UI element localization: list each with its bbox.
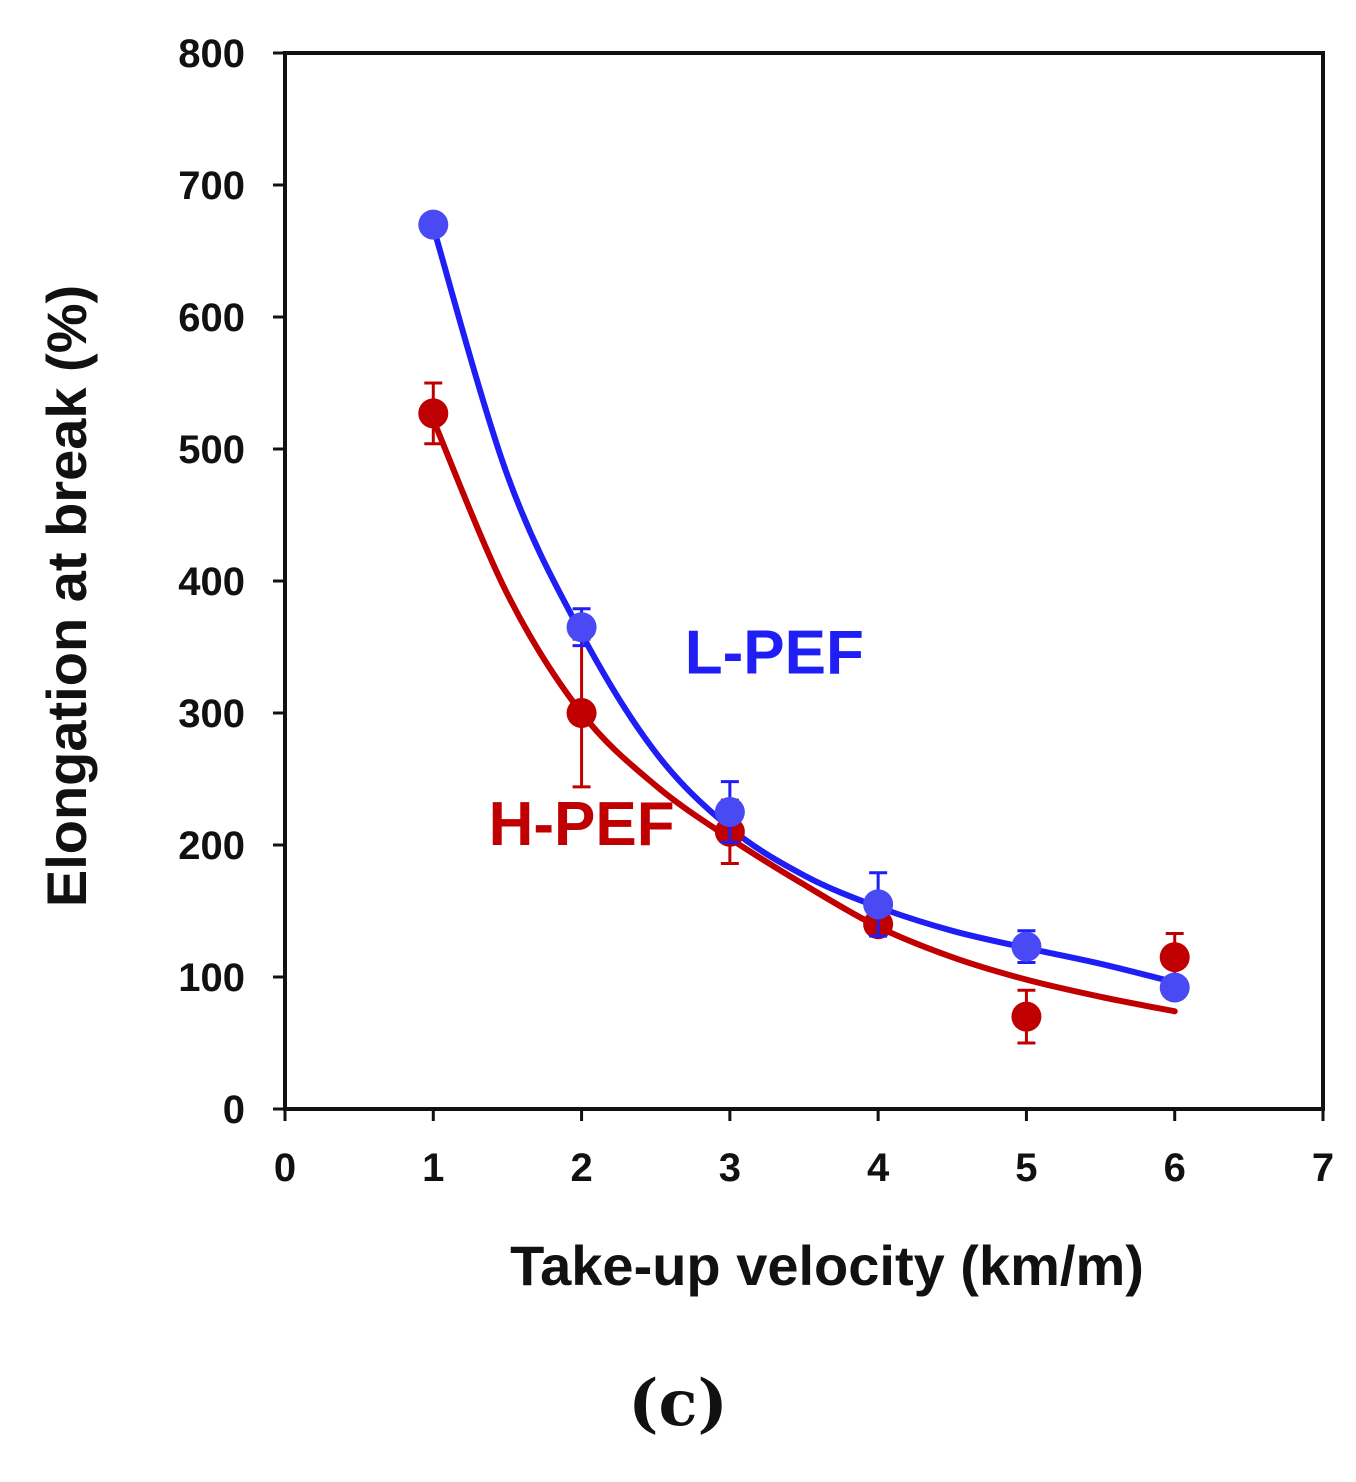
x-tick-label: 5 bbox=[1015, 1146, 1037, 1190]
h-pef-data-point bbox=[418, 398, 449, 429]
y-axis-title: Elongation at break (%) bbox=[35, 285, 98, 907]
x-tick-label: 3 bbox=[719, 1146, 741, 1190]
l-pef-data-point bbox=[863, 889, 894, 920]
h-pef-series-label: H-PEF bbox=[489, 790, 675, 859]
l-pef-data-point bbox=[1011, 931, 1042, 962]
y-tick-label: 700 bbox=[178, 164, 245, 208]
l-pef-data-point bbox=[566, 612, 597, 643]
l-pef-data-point bbox=[1159, 972, 1190, 1003]
x-tick-label: 7 bbox=[1312, 1146, 1334, 1190]
h-pef-data-point bbox=[566, 698, 597, 728]
panel-label: (c) bbox=[628, 1366, 728, 1441]
y-tick-label: 300 bbox=[178, 692, 245, 736]
l-pef-series-label: L-PEF bbox=[685, 618, 864, 687]
y-tick-label: 400 bbox=[178, 560, 245, 604]
data-points bbox=[418, 209, 1190, 1045]
x-tick-label: 1 bbox=[422, 1146, 444, 1190]
x-axis-title: Take-up velocity (km/m) bbox=[510, 1234, 1144, 1297]
h-pef-data-point bbox=[1159, 942, 1190, 973]
h-pef-fit-curve bbox=[430, 416, 1178, 1015]
y-tick-label: 800 bbox=[178, 32, 245, 76]
y-tick-label: 500 bbox=[178, 428, 245, 472]
x-tick-label: 4 bbox=[867, 1146, 890, 1190]
elongation-chart: 0 100 200 300 400 500 600 700 800 0 1 2 3 4 5 6 7 L-PEF H… bbox=[35, 32, 1334, 1297]
y-tick-label: 0 bbox=[223, 1088, 245, 1132]
axes-layer: 0 100 200 300 400 500 600 700 800 0 1 2 3 4 5 6 7 bbox=[178, 32, 1334, 1190]
y-tick-label: 200 bbox=[178, 824, 245, 868]
l-pef-data-point bbox=[418, 209, 449, 240]
l-pef-fit-curve bbox=[430, 224, 1178, 986]
x-tick-label: 0 bbox=[274, 1146, 296, 1190]
x-tick-label: 6 bbox=[1164, 1146, 1186, 1190]
x-tick-label: 2 bbox=[570, 1146, 592, 1190]
y-tick-label: 600 bbox=[178, 296, 245, 340]
y-tick-label: 100 bbox=[178, 956, 245, 1000]
h-pef-data-point bbox=[1011, 1001, 1042, 1032]
l-pef-data-point bbox=[714, 797, 745, 827]
labels-layer: L-PEF H-PEF bbox=[489, 618, 864, 859]
